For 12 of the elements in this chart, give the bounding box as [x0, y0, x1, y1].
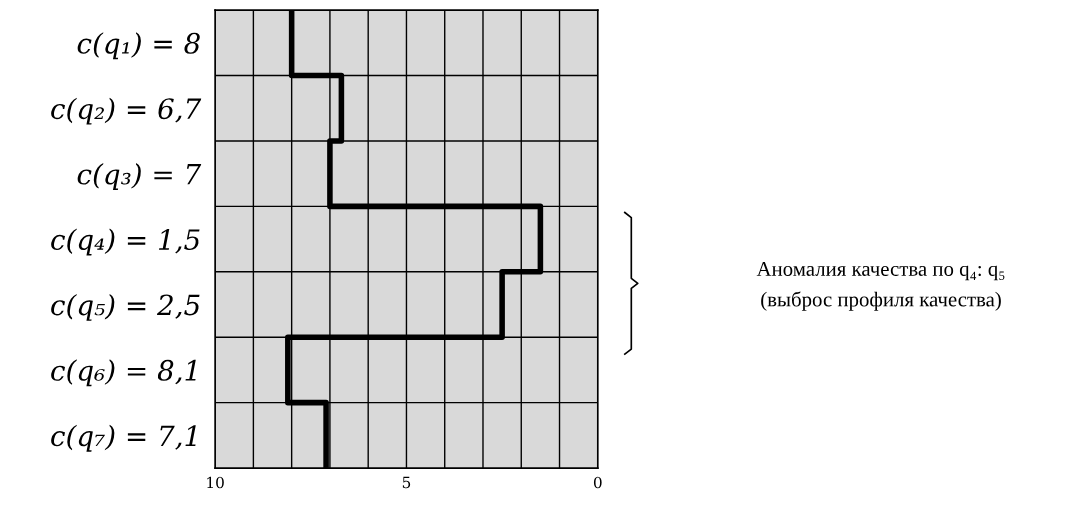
x-tick-label: 10	[207, 476, 224, 489]
y-tick-label: c(q₃) = 7	[77, 163, 202, 190]
y-tick-label: c(q₆) = 8,1	[51, 359, 196, 387]
text: (выброс профиля качества)	[761, 291, 1001, 311]
x-tick-label: 5	[402, 476, 411, 489]
x-tick-label: 0	[593, 476, 602, 489]
y-tick-label: c(q₄) = 1,5	[51, 228, 200, 256]
y-tick-label: c(q₇) = 7,1	[51, 424, 196, 452]
y-tick-label: c(q₂) = 6,7	[51, 97, 202, 125]
y-tick-label: c(q₅) = 2,5	[51, 293, 200, 321]
text: Аномалия качества по q₄: q₅	[756, 261, 1005, 281]
y-tick-label: c(q₁) = 8	[77, 32, 200, 60]
